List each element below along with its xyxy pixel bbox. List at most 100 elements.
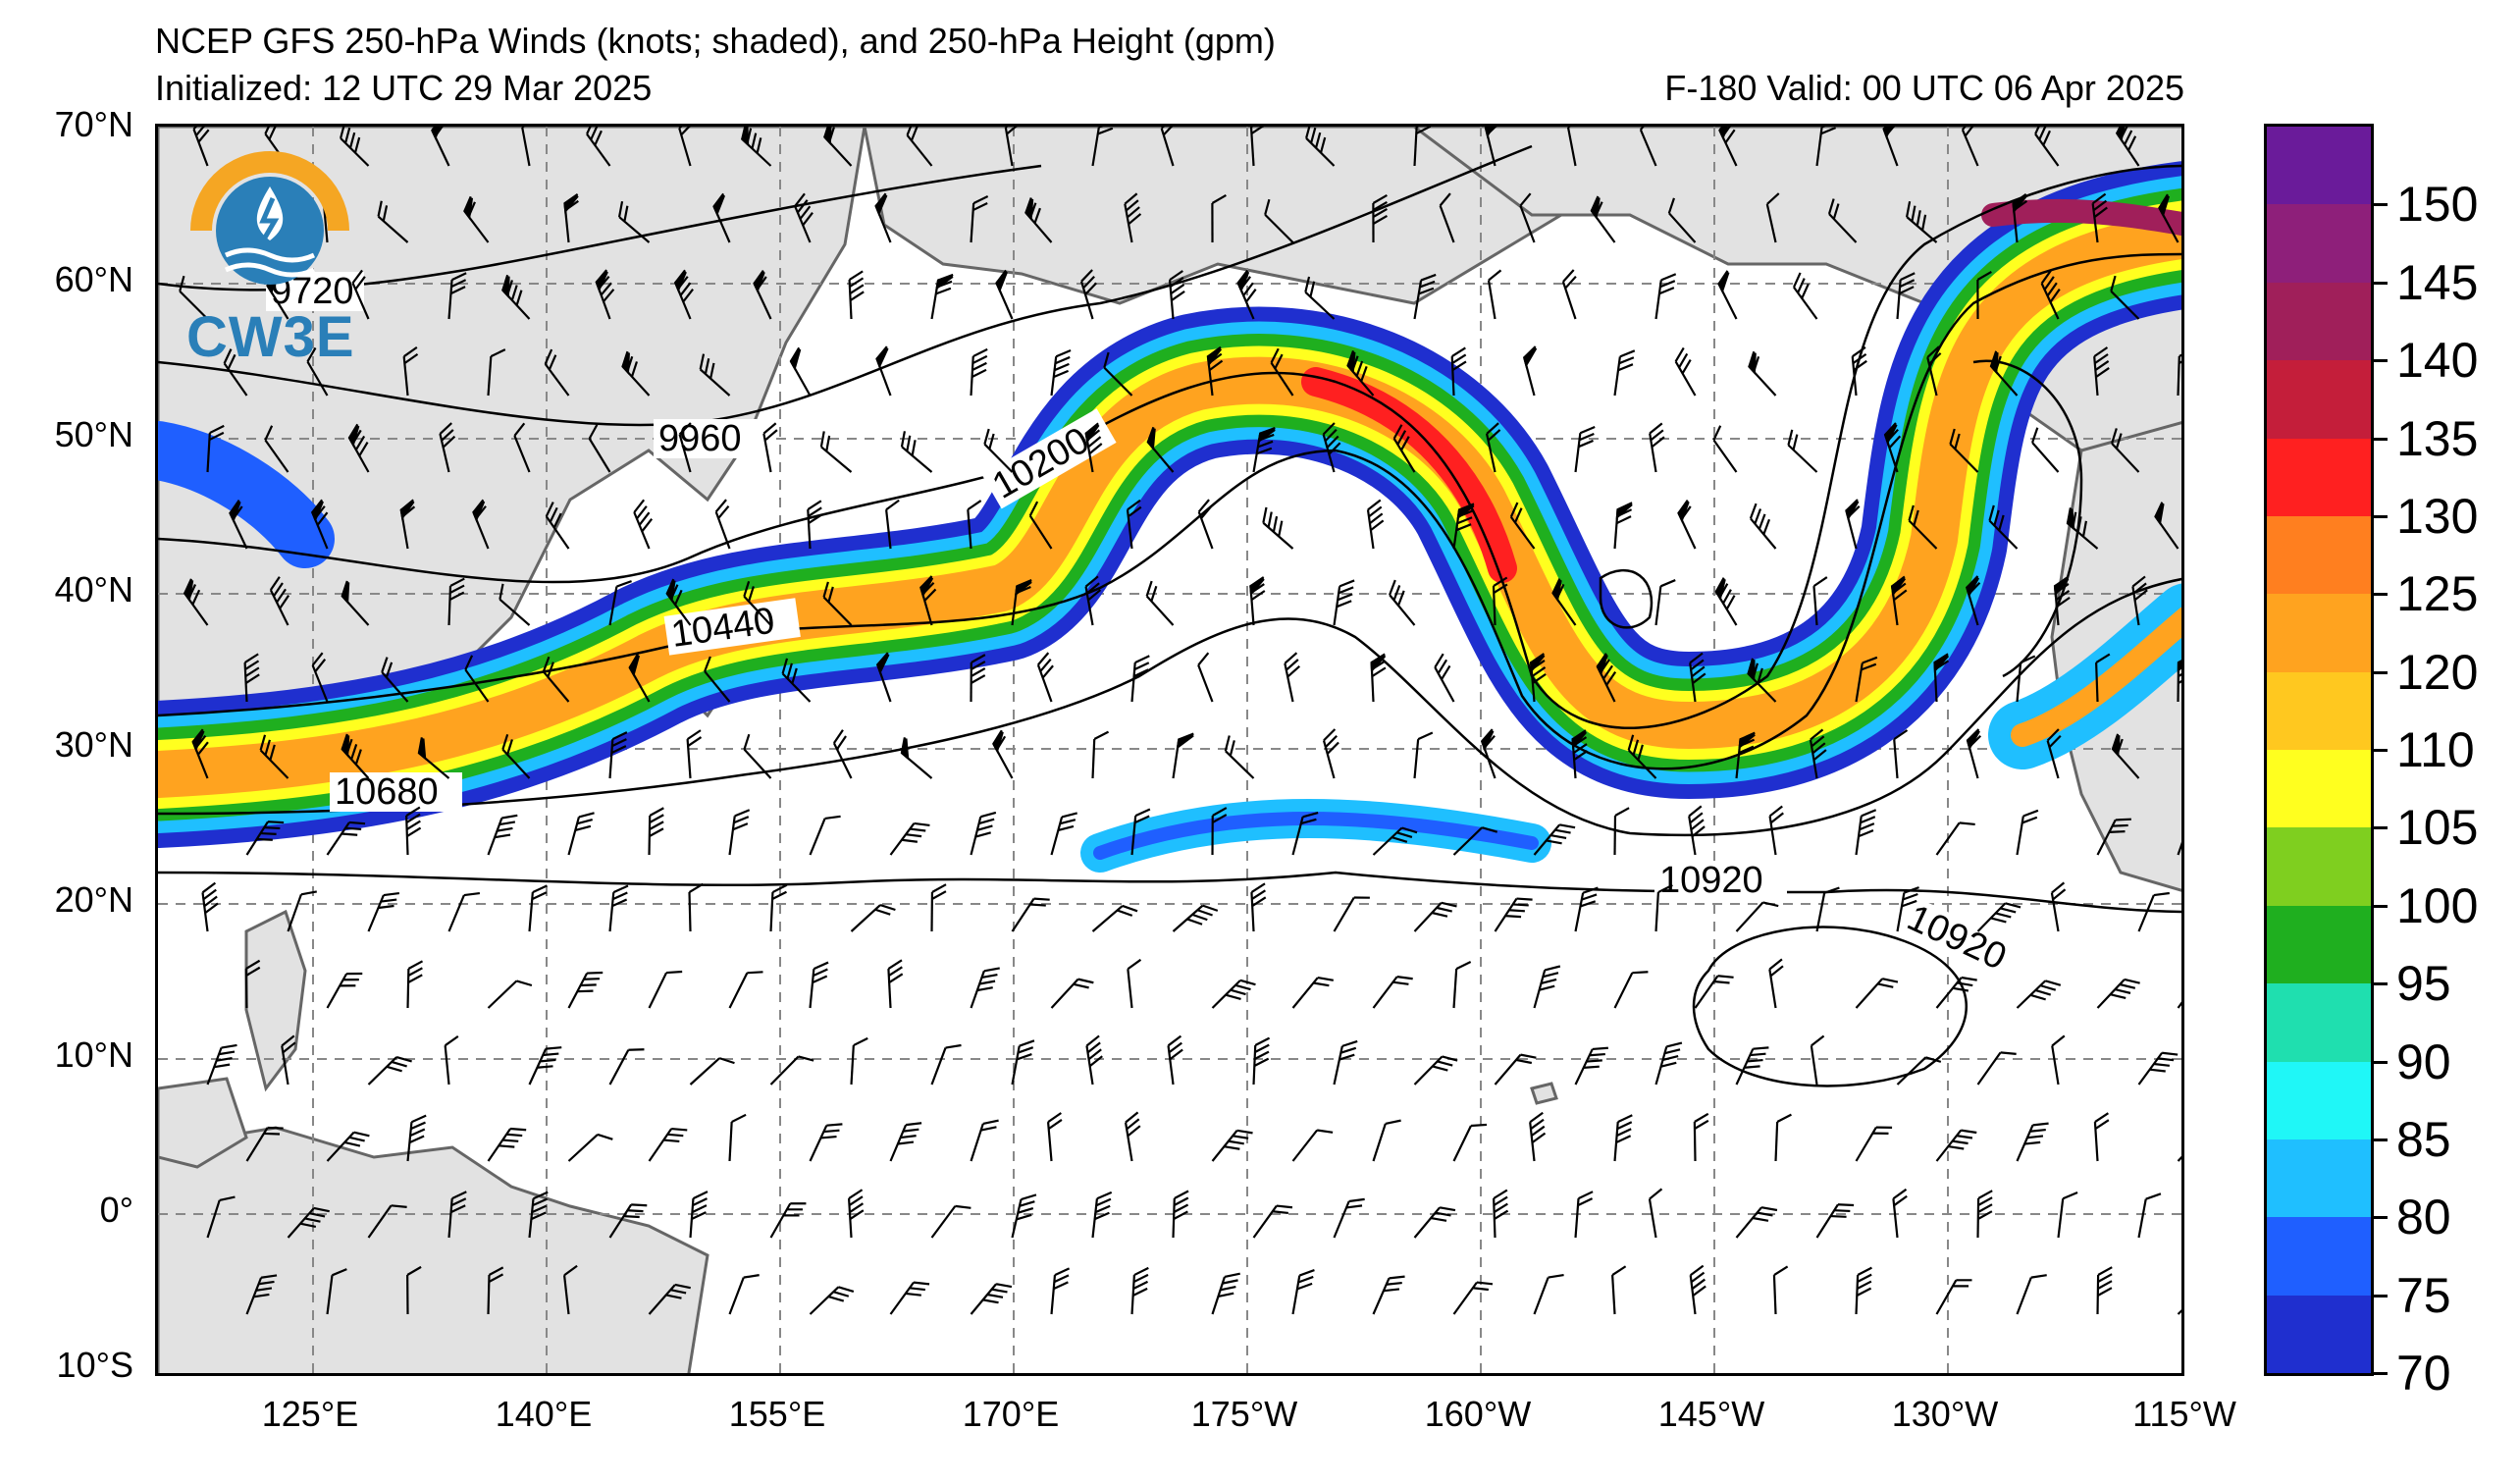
wind-barb: [1452, 503, 1475, 550]
contour-inner-low: [1599, 568, 1654, 629]
wind-barb: [992, 729, 1014, 779]
wind-barb: [689, 1057, 735, 1086]
colorbar-segment: [2267, 438, 2371, 516]
wind-barb: [740, 127, 772, 167]
wind-barb: [1130, 808, 1151, 856]
wind-barb: [875, 652, 892, 703]
wind-barb: [1322, 728, 1339, 779]
wind-barb: [1372, 1275, 1405, 1315]
wind-barb: [728, 1113, 747, 1162]
contour-9960: [158, 144, 1533, 427]
wind-barb: [1434, 653, 1455, 703]
wind-barb: [794, 192, 814, 243]
colorbar-label: 85: [2396, 1111, 2451, 1167]
colorbar-tick: [2374, 1294, 2388, 1298]
wind-barb: [608, 884, 629, 932]
wind-barb: [621, 350, 651, 397]
wind-barb: [351, 269, 370, 320]
colorbar-segment: [2267, 905, 2371, 984]
wind-barb: [310, 499, 329, 550]
colorbar-tick: [2374, 982, 2388, 986]
wind-barb: [326, 1131, 370, 1162]
wind-height-map: 9720 9960 10200 10440 10680 10920 10920: [158, 127, 2181, 1373]
wind-barb: [809, 1286, 855, 1315]
wind-barb: [528, 884, 548, 932]
wind-barb: [1172, 904, 1219, 932]
wind-barb: [567, 812, 595, 856]
wind-barb: [586, 127, 611, 167]
wind-barb: [1561, 269, 1577, 320]
lat-label-10n: 10°N: [54, 1034, 133, 1075]
lon-label-115w: 115°W: [2132, 1394, 2236, 1434]
wind-barb: [1574, 1191, 1594, 1239]
wind-barb: [431, 127, 450, 167]
wind-barb: [2177, 347, 2181, 397]
wind-barb: [1533, 965, 1561, 1009]
wind-barb: [406, 1265, 422, 1315]
wind-barb: [1346, 350, 1375, 397]
wind-barb: [2137, 1051, 2179, 1086]
wind-barb: [1966, 728, 1982, 779]
wind-barb: [2110, 275, 2140, 320]
wind-barb: [1574, 426, 1596, 473]
wind-barb: [2158, 193, 2179, 243]
wind-barb: [1749, 503, 1777, 550]
wind-barb: [823, 127, 853, 167]
wind-barb: [807, 500, 823, 550]
wind-barb: [930, 1204, 971, 1239]
wind-barb: [405, 806, 422, 856]
wind-barb: [1372, 826, 1418, 856]
wind-barb: [1211, 979, 1256, 1009]
wind-barb: [1011, 1193, 1037, 1239]
wind-barb: [1011, 579, 1032, 626]
wind-barb: [1533, 823, 1576, 856]
wind-barb: [1224, 735, 1255, 779]
wind-barb: [1689, 1264, 1706, 1315]
wind-barb: [1949, 428, 1979, 473]
wind-barb: [1855, 656, 1878, 703]
wind-barb: [1693, 1112, 1709, 1162]
wind-barb: [2034, 127, 2060, 167]
wind-barb: [1264, 198, 1294, 243]
wind-barb: [1613, 971, 1649, 1009]
colorbar-label: 125: [2396, 566, 2479, 622]
wind-barb: [377, 200, 409, 243]
colorbar-segment: [2267, 282, 2371, 361]
wind-barb: [900, 737, 933, 779]
wind-barb: [1765, 192, 1780, 243]
contour-10920: [158, 871, 2181, 914]
jet-band-east-core: [2011, 607, 2181, 747]
wind-barb: [326, 821, 366, 856]
wind-barb: [417, 737, 450, 779]
wind-barb: [1810, 1034, 1825, 1086]
wind-barbs: [179, 127, 2181, 1315]
wind-barb: [1674, 346, 1697, 397]
wind-barb: [381, 657, 409, 703]
wind-barb: [608, 580, 632, 626]
wind-barb: [699, 353, 731, 397]
colorbar-tick: [2374, 203, 2388, 207]
wind-barb: [1011, 1039, 1035, 1086]
wind-barb: [1896, 1056, 1942, 1086]
colorbar-segment: [2267, 983, 2371, 1062]
wind-barb: [341, 733, 370, 779]
contour-10200: [158, 164, 2181, 729]
wind-barb: [1249, 127, 1266, 167]
wind-barb: [1085, 1034, 1103, 1086]
colorbar-label: 110: [2396, 722, 2475, 777]
jet-core-130kt: [1301, 367, 1517, 583]
wind-barb: [1236, 269, 1257, 320]
wind-barb: [1050, 348, 1072, 397]
wind-barb: [287, 890, 317, 932]
wind-barb: [1322, 422, 1341, 473]
wind-barb: [1845, 499, 1861, 550]
wind-barb: [809, 1123, 843, 1162]
wind-barb: [2177, 1132, 2181, 1162]
wind-barb: [1787, 429, 1818, 473]
wind-barb: [970, 967, 1000, 1009]
wind-barb: [1935, 1129, 1977, 1162]
hawaii-islands: [1530, 1082, 1558, 1105]
lon-label-170e: 170°E: [962, 1394, 1060, 1434]
wind-barb: [789, 346, 812, 397]
wind-barb: [243, 653, 260, 703]
